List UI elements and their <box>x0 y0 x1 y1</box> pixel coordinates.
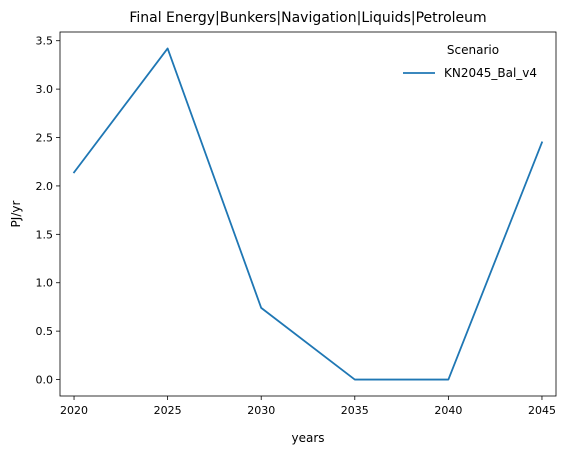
series-line-kn2045-bal-v4 <box>72 47 544 381</box>
x-axis-ticks: 2020 2025 2030 2035 2040 2045 <box>60 396 556 417</box>
legend-label-kn2045-bal-v4: KN2045_Bal_v4 <box>444 66 537 80</box>
x-tick-label: 2025 <box>154 404 182 417</box>
y-tick-label: 2.0 <box>36 180 54 193</box>
x-tick-label: 2030 <box>247 404 275 417</box>
y-tick-label: 2.5 <box>36 132 54 145</box>
x-tick-label: 2020 <box>60 404 88 417</box>
legend: Scenario KN2045_Bal_v4 <box>403 43 537 80</box>
y-tick-label: 3.0 <box>36 83 54 96</box>
plot-frame <box>59 31 557 397</box>
y-tick-label: 3.5 <box>36 35 54 48</box>
y-tick-label: 1.5 <box>36 228 54 241</box>
series-layer <box>72 47 544 381</box>
x-tick-label: 2045 <box>528 404 556 417</box>
y-axis-label: PJ/yr <box>9 201 23 228</box>
y-tick-label: 0.5 <box>36 325 54 338</box>
x-tick-label: 2035 <box>341 404 369 417</box>
y-tick-label: 1.0 <box>36 277 54 290</box>
legend-title: Scenario <box>447 43 499 57</box>
chart-title: Final Energy|Bunkers|Navigation|Liquids|… <box>129 10 486 26</box>
x-axis-label: years <box>291 431 324 445</box>
x-tick-label: 2040 <box>434 404 462 417</box>
y-axis-ticks: 0.0 0.5 1.0 1.5 2.0 2.5 3.0 3.5 <box>36 35 60 387</box>
y-tick-label: 0.0 <box>36 374 54 387</box>
